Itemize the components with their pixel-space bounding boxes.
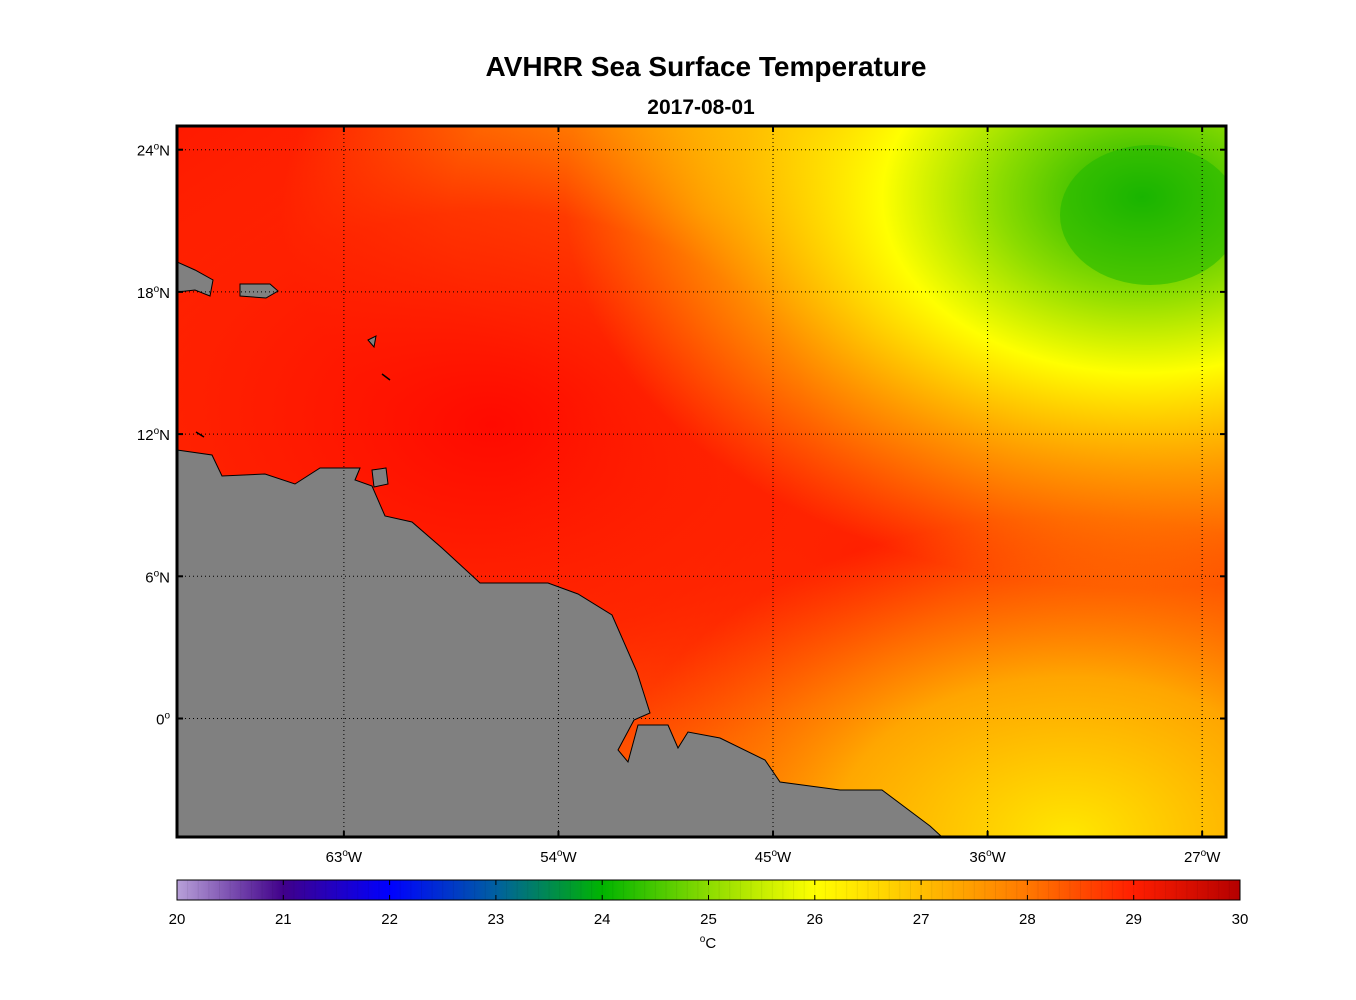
map-title: AVHRR Sea Surface Temperature [486,51,927,82]
land-mass-mainland [177,449,943,837]
colorbar-tick-label: 24 [594,911,611,928]
land-mass-curacao [195,431,205,438]
map-frame [175,124,1228,839]
colorbar-tick-label: 25 [700,911,717,928]
lat-tick-label: 18oN [137,284,170,302]
colorbar-tick-label: 22 [381,911,398,928]
latitude-labels: 24oN 18oN 12oN 6oN 0o [137,142,171,729]
lat-tick-label: 6oN [145,568,170,586]
colorbar-tick-label: 30 [1232,911,1249,928]
map-subtitle: 2017-08-01 [647,96,755,119]
colorbar-tick-label: 28 [1019,911,1036,928]
lat-tick-label: 0o [156,711,170,729]
land-mass-guadeloupe [367,335,377,349]
colorbar-tick-label: 21 [275,911,292,928]
land-mass-martinique [381,373,391,381]
graticule [177,126,1226,837]
colorbar-tick-label: 27 [913,911,930,928]
lon-tick-label: 54oW [540,848,577,866]
land-south-america [177,261,943,837]
colorbar-tick-label: 29 [1125,911,1142,928]
lon-tick-label: 63oW [326,848,363,866]
longitude-labels: 63oW 54oW 45oW 36oW 27oW [326,848,1222,866]
land-mass-hispaniola [177,261,214,297]
land-mass-puerto-rico [239,283,279,299]
lon-tick-label: 36oW [969,848,1006,866]
land-mass-trinidad [371,467,389,488]
lat-tick-label: 24oN [137,142,170,160]
lon-tick-label: 45oW [755,848,792,866]
colorbar-tick-label: 26 [806,911,823,928]
colorbar-tick-label: 23 [488,911,505,928]
lat-tick-label: 12oN [137,426,170,444]
colorbar-unit: oC [700,934,717,952]
colorbar-ticks: 20 21 22 23 24 25 26 27 28 29 30 [169,880,1249,928]
lon-tick-label: 27oW [1184,848,1221,866]
colorbar-tick-label: 20 [169,911,186,928]
